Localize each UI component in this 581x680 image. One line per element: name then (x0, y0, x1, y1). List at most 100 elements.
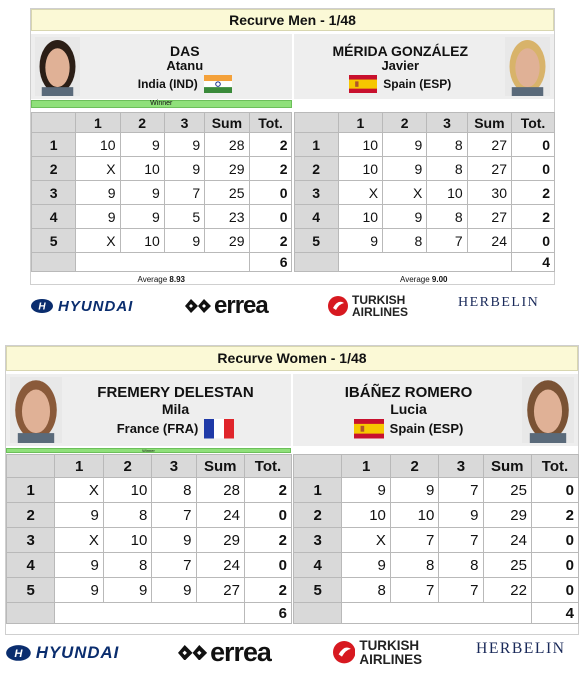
total-label-cell (293, 602, 343, 624)
athlete-surname: IBÁÑEZ ROMERO (344, 383, 473, 401)
athlete-surname: FREMERY DELESTAN (97, 383, 254, 401)
arrow-score: 8 (389, 552, 440, 578)
set-points: 2 (248, 132, 293, 157)
arrow-score: 9 (438, 502, 484, 528)
arrow-score: X (54, 477, 104, 503)
arrow-score: 8 (341, 577, 391, 603)
winner-bar: Winner (31, 100, 292, 108)
set-points: 2 (530, 502, 579, 528)
header-corner (293, 454, 343, 478)
total-points: 4 (511, 252, 555, 272)
arrow-score: 8 (102, 552, 153, 578)
set-points: 0 (530, 577, 579, 603)
end-label: 3 (293, 527, 343, 553)
arrow-score: 9 (119, 180, 165, 205)
total-blank (75, 252, 250, 272)
end-sum: 24 (466, 228, 512, 253)
arrow-score: X (337, 180, 384, 205)
country-flag (203, 74, 232, 93)
arrow-score: 9 (337, 228, 384, 253)
column-header: Tot. (243, 454, 292, 478)
sponsor-herbelin: HERBELIN (458, 295, 540, 310)
column-header: 3 (151, 454, 197, 478)
turkish-logo (328, 296, 348, 316)
end-sum: 28 (204, 132, 250, 157)
arrow-score: 9 (389, 477, 440, 503)
arrow-score: X (75, 156, 121, 181)
arrow-score: 9 (163, 132, 206, 157)
set-points: 2 (511, 180, 555, 205)
total-label-cell (6, 602, 56, 624)
total-label-cell (31, 252, 77, 272)
arrow-score: 8 (426, 204, 468, 229)
arrow-score: 7 (438, 527, 484, 553)
end-label: 2 (293, 502, 343, 528)
set-points: 2 (243, 527, 292, 553)
arrow-score: 7 (389, 527, 440, 553)
column-header: 2 (119, 112, 165, 133)
set-points: 0 (248, 204, 293, 229)
end-label: 2 (31, 156, 77, 181)
country-flag (353, 419, 384, 439)
scoreboard-panel: Recurve Women - 1/48 FREMERY DELESTAN Mila… (5, 345, 579, 635)
panel-title: Recurve Women - 1/48 (6, 346, 578, 371)
end-label: 5 (293, 577, 343, 603)
arrow-score: 9 (54, 577, 104, 603)
total-points: 6 (248, 252, 293, 272)
arrow-score: 9 (382, 156, 428, 181)
set-points: 0 (248, 180, 293, 205)
set-points: 2 (243, 477, 292, 503)
set-points: 0 (530, 552, 579, 578)
arrow-score: X (75, 228, 121, 253)
athlete-given-name: Javier (381, 58, 420, 74)
sponsor-text-block: TURKISH AIRLINES (359, 639, 422, 666)
sponsor-hyundai: H HYUNDAI (30, 293, 133, 319)
arrow-score: 9 (382, 132, 428, 157)
arrow-score: 10 (119, 156, 165, 181)
column-header: Tot. (248, 112, 293, 133)
sponsor-errea: errea (185, 292, 269, 319)
arrow-score: 9 (75, 180, 121, 205)
end-label: 2 (6, 502, 56, 528)
column-header: 2 (389, 454, 440, 478)
average-value: 8.93 (169, 275, 185, 284)
end-sum: 29 (195, 527, 245, 553)
set-points: 0 (511, 132, 555, 157)
arrow-score: 8 (151, 477, 197, 503)
end-sum: 22 (482, 577, 532, 603)
column-header: 2 (102, 454, 153, 478)
panel-title: Recurve Men - 1/48 (31, 9, 554, 31)
scoreboard-panel: Recurve Men - 1/48 DAS Atanu India (IND) Win… (30, 8, 555, 285)
column-header: Tot. (511, 112, 555, 133)
arrow-score: 10 (102, 527, 153, 553)
set-points: 0 (511, 156, 555, 181)
header-corner (293, 112, 339, 133)
arrow-score: 7 (389, 577, 440, 603)
end-sum: 25 (482, 477, 532, 503)
set-points: 2 (248, 228, 293, 253)
end-sum: 27 (466, 132, 512, 157)
athlete-country: France (FRA) (68, 419, 283, 439)
arrow-score: 10 (389, 502, 440, 528)
column-header: Tot. (530, 454, 579, 478)
total-points: 4 (530, 602, 579, 624)
set-points: 2 (248, 156, 293, 181)
athlete-country: Spain (ESP) (301, 419, 516, 439)
end-sum: 24 (195, 502, 245, 528)
end-sum: 29 (204, 228, 250, 253)
athlete-given-name: Mila (161, 401, 190, 417)
total-blank (54, 602, 245, 624)
end-sum: 30 (466, 180, 512, 205)
arrow-score: X (382, 180, 428, 205)
end-label: 4 (293, 552, 343, 578)
athlete-photo (522, 377, 574, 443)
athlete-country: Spain (ESP) (302, 74, 500, 93)
arrow-score: 9 (151, 527, 197, 553)
average-label: Average (400, 275, 432, 284)
end-sum: 29 (482, 502, 532, 528)
end-sum: 27 (466, 156, 512, 181)
arrow-score: X (341, 527, 391, 553)
svg-text:H: H (38, 302, 46, 313)
end-sum: 25 (482, 552, 532, 578)
end-label: 4 (6, 552, 56, 578)
